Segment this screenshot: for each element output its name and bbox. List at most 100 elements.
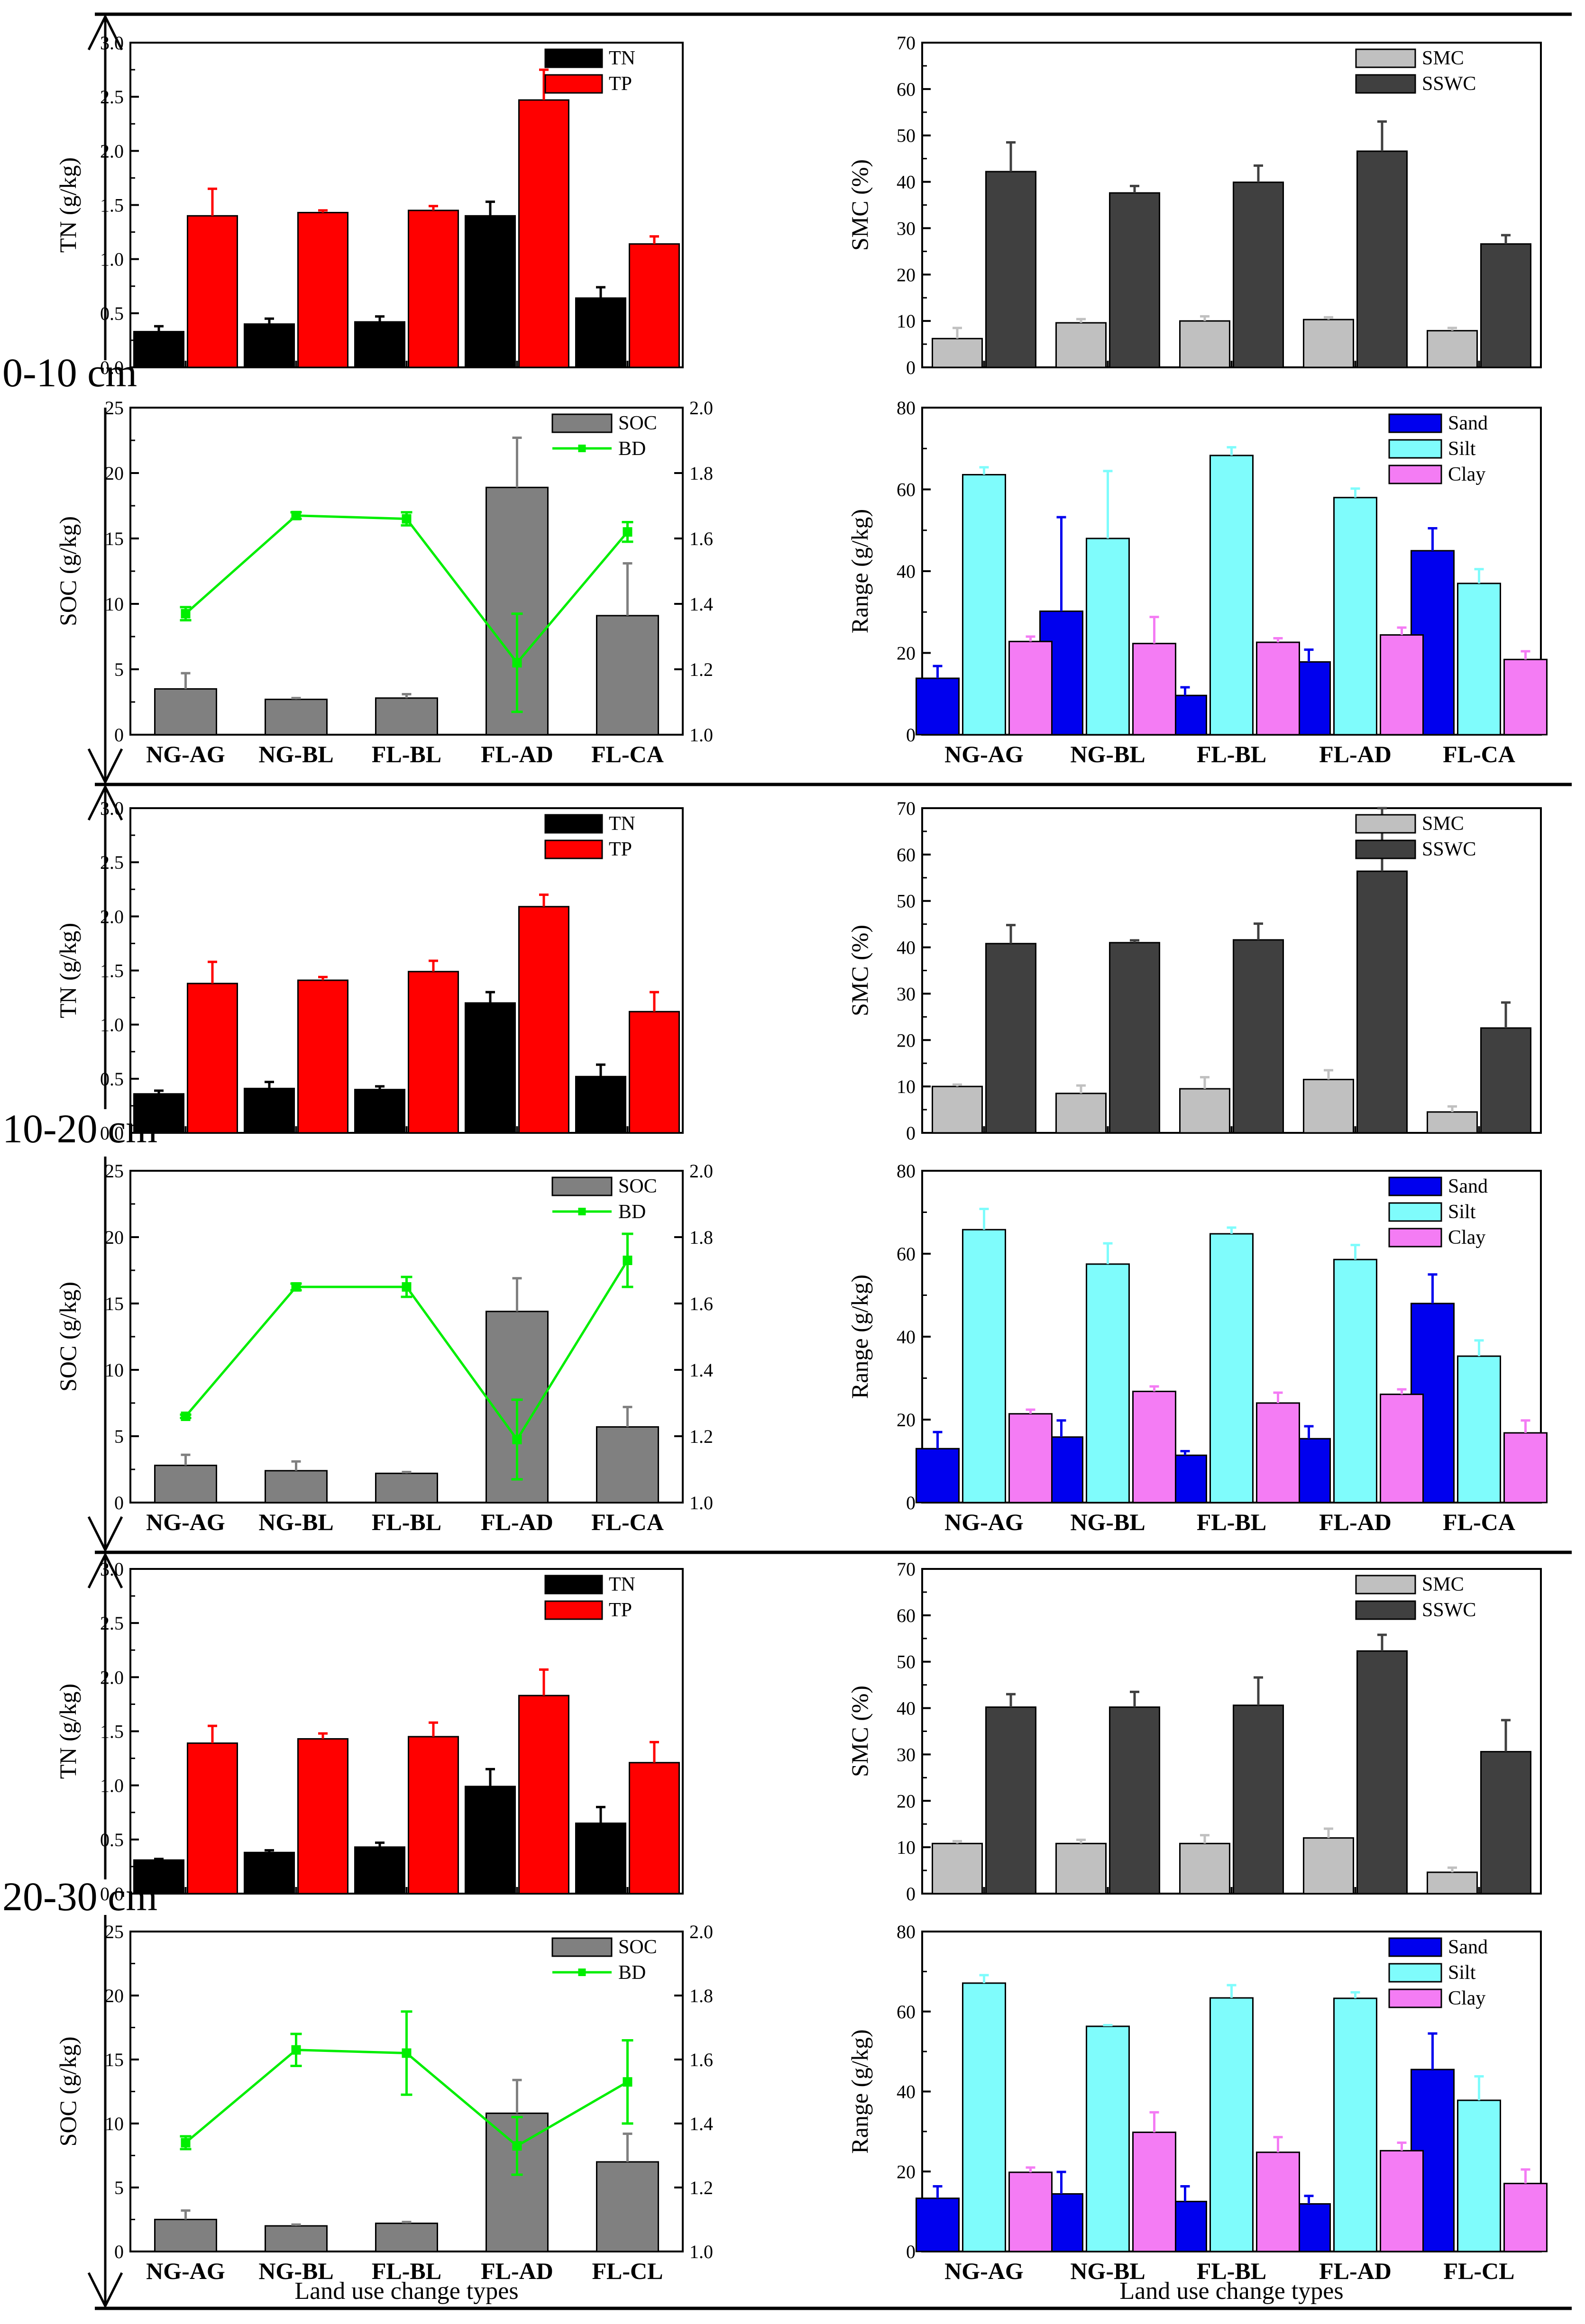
chart-panel-texture_0_10: 0 20 40 60 80 Range (g/kg) NG-AG NG-BL FL-BL FL-A…	[846, 397, 1548, 767]
legend-swatch-sswc	[1355, 839, 1416, 859]
y-tick-label: 5	[114, 2177, 124, 2198]
y-tick-label: 0	[906, 724, 916, 746]
arrow-head-down	[87, 748, 123, 785]
x-tick-label: FL-CL	[592, 2258, 663, 2284]
x-tick-label: NG-AG	[944, 741, 1024, 767]
y-tick-label: 30	[897, 983, 916, 1004]
x-tick-label: FL-AD	[481, 1509, 553, 1535]
legend-label: BD	[618, 1201, 646, 1223]
bar-tn	[575, 1823, 626, 1895]
legend-label: Silt	[1448, 438, 1476, 460]
y-tick-label: 0	[906, 357, 916, 378]
x-tick-label: FL-CA	[591, 741, 664, 767]
y-tick-label: 2.0	[100, 140, 124, 162]
x-tick-label: FL-BL	[1197, 741, 1266, 767]
legend-label: TN	[609, 1574, 635, 1595]
bar-sswc	[1356, 870, 1408, 1134]
y2-tick-label: 1.4	[689, 2113, 713, 2134]
y-tick-label: 20	[105, 463, 124, 484]
y-tick-label: 15	[105, 1293, 124, 1314]
y-tick-label: 1.0	[100, 1775, 124, 1796]
chart-panel-tn_tp_20_30: 0.0 0.5 1.0 1.5 2.0 2.5 3.0 TN (g/kg) TN TP	[55, 1558, 684, 1905]
bar-soc	[596, 1426, 659, 1504]
y-axis-label: SMC (%)	[846, 1686, 873, 1777]
bd-point	[512, 2141, 522, 2151]
y-tick-label: 70	[897, 32, 916, 54]
y-tick-label: 0	[114, 2241, 124, 2262]
bar-sswc	[1233, 939, 1284, 1134]
legend-label: TN	[609, 47, 635, 69]
legend-label: SOC	[618, 412, 657, 434]
y-tick-label: 60	[897, 844, 916, 866]
bar-sswc	[1356, 1650, 1408, 1895]
x-tick-label: FL-AD	[1319, 1509, 1392, 1535]
y-tick-label: 70	[897, 798, 916, 819]
chart-panel-texture_10_20: 0 20 40 60 80 Range (g/kg) NG-AG NG-BL FL-BL FL-A…	[846, 1160, 1548, 1535]
legend-label: SMC	[1422, 47, 1464, 69]
legend-swatch-sswc	[1355, 74, 1416, 94]
bd-point	[181, 1412, 191, 1421]
legend-label: Clay	[1448, 1987, 1485, 2009]
legend-swatch-sswc	[1355, 1600, 1416, 1620]
y-tick-label: 40	[897, 937, 916, 958]
y-tick-label: 0.0	[100, 357, 124, 378]
legend-marker	[578, 1969, 586, 1976]
bd-point	[402, 2048, 412, 2058]
bar-smc	[1179, 320, 1230, 368]
bar-smc	[1427, 1111, 1478, 1134]
bar-clay	[1380, 634, 1424, 736]
bar-silt	[1457, 1355, 1501, 1504]
y-tick-label: 40	[897, 1698, 916, 1719]
y-tick-label: 0	[906, 1883, 916, 1905]
y-tick-label: 10	[105, 2113, 124, 2134]
legend-swatch-tn	[544, 48, 603, 68]
chart-panel-soc_bd_20_30: 0 5 10 15 20 25 SOC (g/kg) NG-AG NG-BL FL-BL FL-AD…	[55, 1921, 713, 2284]
y-tick-label: 80	[897, 1160, 916, 1182]
y-tick-label: 20	[897, 264, 916, 285]
bar-silt	[1209, 455, 1254, 736]
bar-clay	[1132, 1391, 1176, 1504]
y-tick-label: 10	[105, 1359, 124, 1381]
bar-soc	[596, 2161, 659, 2252]
y-tick-label: 20	[897, 1790, 916, 1812]
bar-smc	[1427, 1871, 1478, 1895]
y-tick-label: 15	[105, 528, 124, 549]
legend-label: Clay	[1448, 1227, 1485, 1249]
legend-swatch-sand	[1388, 1176, 1442, 1196]
bar-sswc	[1109, 1706, 1160, 1895]
bar-smc	[1055, 1093, 1107, 1134]
bar-tp	[297, 979, 348, 1134]
y-tick-label: 30	[897, 1744, 916, 1765]
y2-tick-label: 1.8	[689, 1227, 713, 1248]
y-tick-label: 25	[105, 1160, 124, 1182]
y-axis-label: TN (g/kg)	[55, 1684, 81, 1779]
x-tick-label: FL-AD	[481, 741, 553, 767]
y-tick-label: 5	[114, 659, 124, 680]
y-tick-label: 0	[906, 2241, 916, 2262]
x-tick-label: FL-AD	[1319, 2258, 1392, 2284]
bar-tp	[518, 1695, 569, 1895]
bar-sswc	[985, 943, 1036, 1134]
y-tick-label: 20	[897, 1409, 916, 1431]
bar-smc	[1303, 1837, 1354, 1895]
y-tick-label: 20	[105, 1985, 124, 2006]
bar-clay	[1380, 1394, 1424, 1504]
bd-point	[512, 1435, 522, 1444]
legend-label: BD	[618, 438, 646, 460]
legend-label: Clay	[1448, 464, 1485, 485]
y-tick-label: 10	[105, 593, 124, 615]
bd-point	[181, 2138, 191, 2148]
bar-tp	[408, 210, 459, 368]
bar-soc	[265, 2225, 328, 2252]
bar-silt	[1086, 2025, 1130, 2252]
bar-tn	[244, 323, 295, 368]
bar-silt	[962, 474, 1006, 736]
bar-smc	[932, 337, 983, 368]
legend-swatch-clay	[1388, 465, 1442, 484]
bar-sswc	[1233, 182, 1284, 368]
bar-sand	[916, 677, 960, 736]
bar-clay	[1008, 1413, 1053, 1504]
legend-label: Sand	[1448, 1176, 1488, 1197]
bar-tp	[297, 1738, 348, 1895]
